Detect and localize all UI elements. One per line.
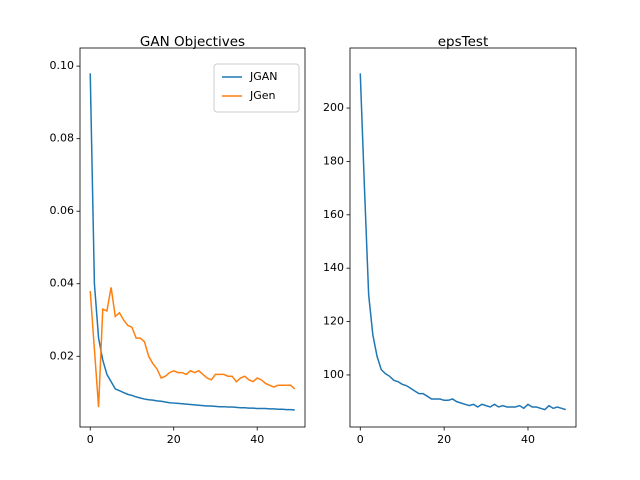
y-tick-label: 200 (323, 101, 344, 114)
x-tick-label: 0 (357, 433, 364, 446)
x-tick-label: 20 (437, 433, 451, 446)
y-tick-label: 180 (323, 154, 344, 167)
legend: JGAN JGen (213, 63, 300, 113)
line (359, 73, 566, 411)
chart-title: epsTest (438, 34, 489, 50)
axes-frame (349, 47, 577, 428)
legend-box (213, 63, 300, 113)
y-tick-label: 140 (323, 261, 344, 274)
y-tick-label: 0.10 (50, 59, 75, 72)
y-tick-label: 0.06 (50, 204, 75, 217)
line (89, 73, 295, 411)
axes: GAN Objectives 0 20 40 0.02 0.04 0.06 0.08 0.10 J… (50, 34, 306, 446)
y-tick-label: 120 (323, 315, 344, 328)
x-tick-label: 20 (167, 433, 181, 446)
chart-title: GAN Objectives (140, 34, 245, 50)
y-tick-label: 0.02 (50, 349, 75, 362)
x-tick-label: 40 (250, 433, 264, 446)
legend-label: JGen (249, 89, 276, 102)
y-tick-label: 0.04 (50, 277, 75, 290)
y-tick-label: 100 (323, 368, 344, 381)
line (89, 287, 296, 408)
x-tick-label: 40 (521, 433, 535, 446)
y-tick-label: 0.08 (50, 132, 75, 145)
axes-frame (79, 47, 306, 428)
y-tick-label: 160 (323, 208, 344, 221)
legend-label: JGAN (249, 70, 278, 83)
axes: epsTest 0 20 40 100 120 140 160 180 200 (323, 34, 577, 446)
x-tick-label: 0 (87, 433, 94, 446)
